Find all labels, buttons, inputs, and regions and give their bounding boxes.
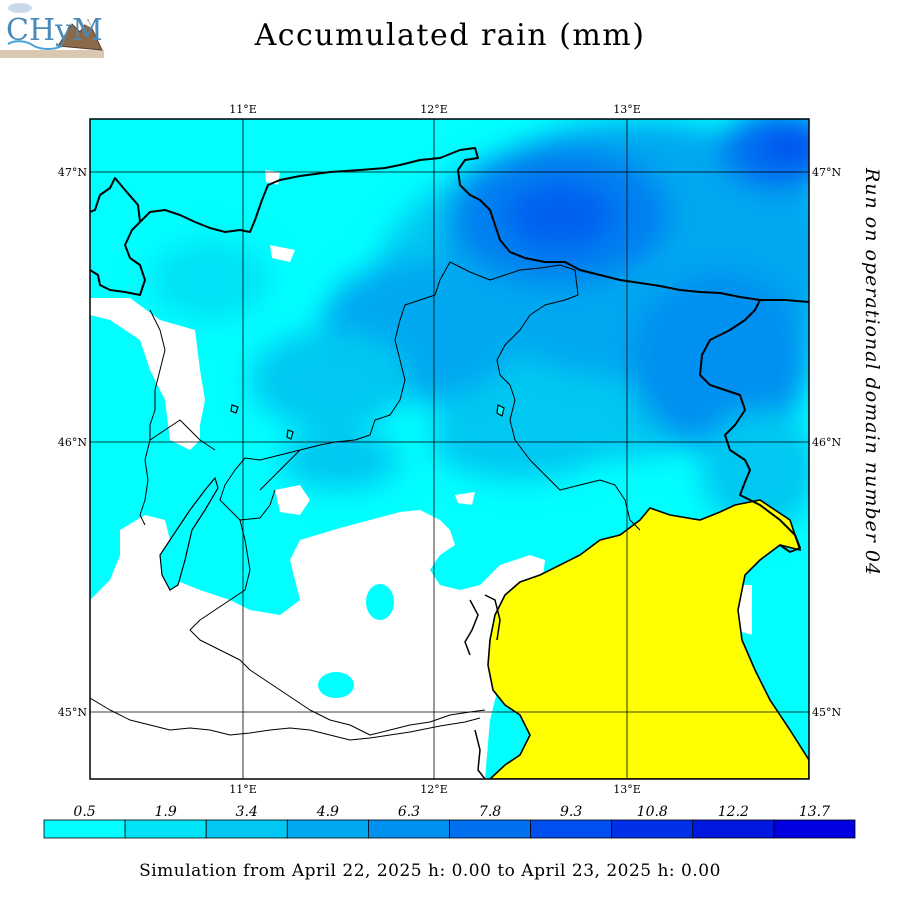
colorbar-swatch bbox=[449, 819, 531, 839]
simulation-period: Simulation from April 22, 2025 h: 0.00 t… bbox=[139, 861, 721, 881]
map-frame bbox=[89, 118, 810, 780]
chym-logo: CHyM bbox=[0, 0, 104, 58]
run-domain-label: Run on operational domain number 04 bbox=[861, 167, 883, 577]
colorbar-label: 9.3 bbox=[560, 804, 582, 820]
colorbar-swatch bbox=[530, 819, 613, 839]
lat-tick-left: 47°N bbox=[58, 166, 87, 179]
adriatic-sea bbox=[487, 499, 809, 779]
map-title: Accumulated rain (mm) bbox=[254, 18, 646, 53]
lagoon-outlines bbox=[464, 594, 501, 779]
colorbar-swatch bbox=[124, 819, 207, 839]
lon-tick-bottom: 12°E bbox=[420, 783, 448, 796]
colorbar-swatch bbox=[692, 819, 775, 839]
colorbar-label: 12.2 bbox=[718, 804, 749, 820]
lon-tick-bottom: 11°E bbox=[229, 783, 257, 796]
regional-borders bbox=[90, 261, 641, 741]
map-field bbox=[90, 119, 809, 779]
lon-ticks-top: 11°E 12°E 13°E bbox=[229, 103, 641, 116]
colorbar-swatch bbox=[205, 819, 288, 839]
logo-text: CHyM bbox=[6, 13, 103, 48]
lon-tick-bottom: 13°E bbox=[613, 783, 641, 796]
lat-tick-left: 45°N bbox=[58, 706, 87, 719]
lat-tick-right: 46°N bbox=[812, 436, 841, 449]
graticule bbox=[90, 119, 809, 779]
colorbar-label: 1.9 bbox=[155, 804, 177, 820]
lon-ticks-bottom: 11°E 12°E 13°E bbox=[229, 783, 641, 796]
rain-islands bbox=[318, 584, 394, 698]
lat-tick-right: 47°N bbox=[812, 166, 841, 179]
national-borders bbox=[90, 147, 809, 553]
lon-tick-top: 11°E bbox=[229, 103, 257, 116]
colorbar: 0.5 1.9 3.4 4.9 6.3 7.8 9.3 10.8 12.2 13.7 bbox=[43, 804, 856, 839]
colorbar-label: 0.5 bbox=[73, 804, 95, 820]
lon-tick-top: 12°E bbox=[420, 103, 448, 116]
colorbar-label: 7.8 bbox=[479, 804, 501, 820]
colorbar-swatch bbox=[43, 819, 126, 839]
lon-tick-top: 13°E bbox=[613, 103, 641, 116]
colorbar-swatch bbox=[286, 819, 369, 839]
colorbar-swatch bbox=[367, 819, 450, 839]
colorbar-swatch bbox=[611, 819, 694, 839]
lat-ticks-left: 47°N 46°N 45°N bbox=[58, 166, 87, 719]
lat-ticks-right: 47°N 46°N 45°N bbox=[812, 166, 841, 719]
lat-tick-left: 46°N bbox=[58, 436, 87, 449]
lat-tick-right: 45°N bbox=[812, 706, 841, 719]
lakes bbox=[159, 404, 505, 591]
colorbar-label: 13.7 bbox=[799, 804, 830, 820]
colorbar-label: 6.3 bbox=[398, 804, 420, 820]
colorbar-label: 4.9 bbox=[316, 804, 339, 820]
colorbar-swatch bbox=[773, 819, 856, 839]
colorbar-label: 10.8 bbox=[637, 804, 668, 820]
colorbar-label: 3.4 bbox=[236, 804, 258, 820]
